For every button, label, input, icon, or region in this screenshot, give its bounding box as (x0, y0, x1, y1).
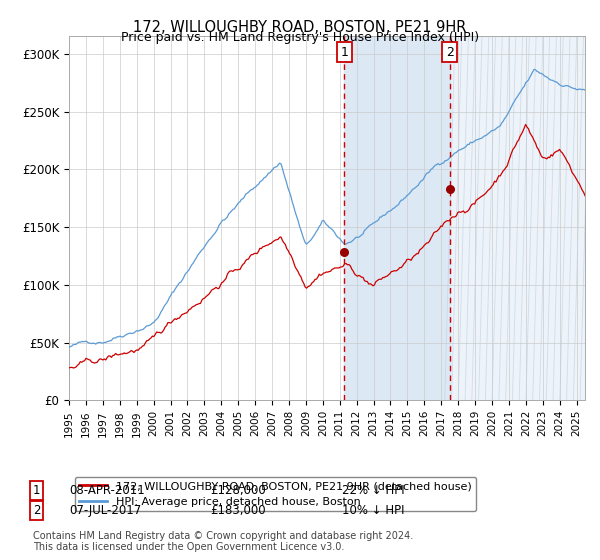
Bar (450, 36, 585, 400)
Text: 2: 2 (33, 504, 41, 517)
Text: 172, WILLOUGHBY ROAD, BOSTON, PE21 9HR: 172, WILLOUGHBY ROAD, BOSTON, PE21 9HR (133, 20, 467, 35)
Bar (344, 36, 450, 400)
Text: 22% ↓ HPI: 22% ↓ HPI (342, 484, 404, 497)
Text: 1: 1 (33, 484, 41, 497)
Text: Price paid vs. HM Land Registry's House Price Index (HPI): Price paid vs. HM Land Registry's House … (121, 31, 479, 44)
Text: This data is licensed under the Open Government Licence v3.0.: This data is licensed under the Open Gov… (33, 542, 344, 552)
Text: £128,000: £128,000 (210, 484, 266, 497)
Legend: 172, WILLOUGHBY ROAD, BOSTON, PE21 9HR (detached house), HPI: Average price, det: 172, WILLOUGHBY ROAD, BOSTON, PE21 9HR (… (74, 477, 476, 511)
Text: 2: 2 (446, 45, 454, 58)
Text: 1: 1 (340, 45, 348, 58)
Text: Contains HM Land Registry data © Crown copyright and database right 2024.: Contains HM Land Registry data © Crown c… (33, 531, 413, 541)
Text: 07-JUL-2017: 07-JUL-2017 (69, 504, 141, 517)
Text: 08-APR-2011: 08-APR-2011 (69, 484, 145, 497)
Text: 10% ↓ HPI: 10% ↓ HPI (342, 504, 404, 517)
Text: £183,000: £183,000 (210, 504, 266, 517)
